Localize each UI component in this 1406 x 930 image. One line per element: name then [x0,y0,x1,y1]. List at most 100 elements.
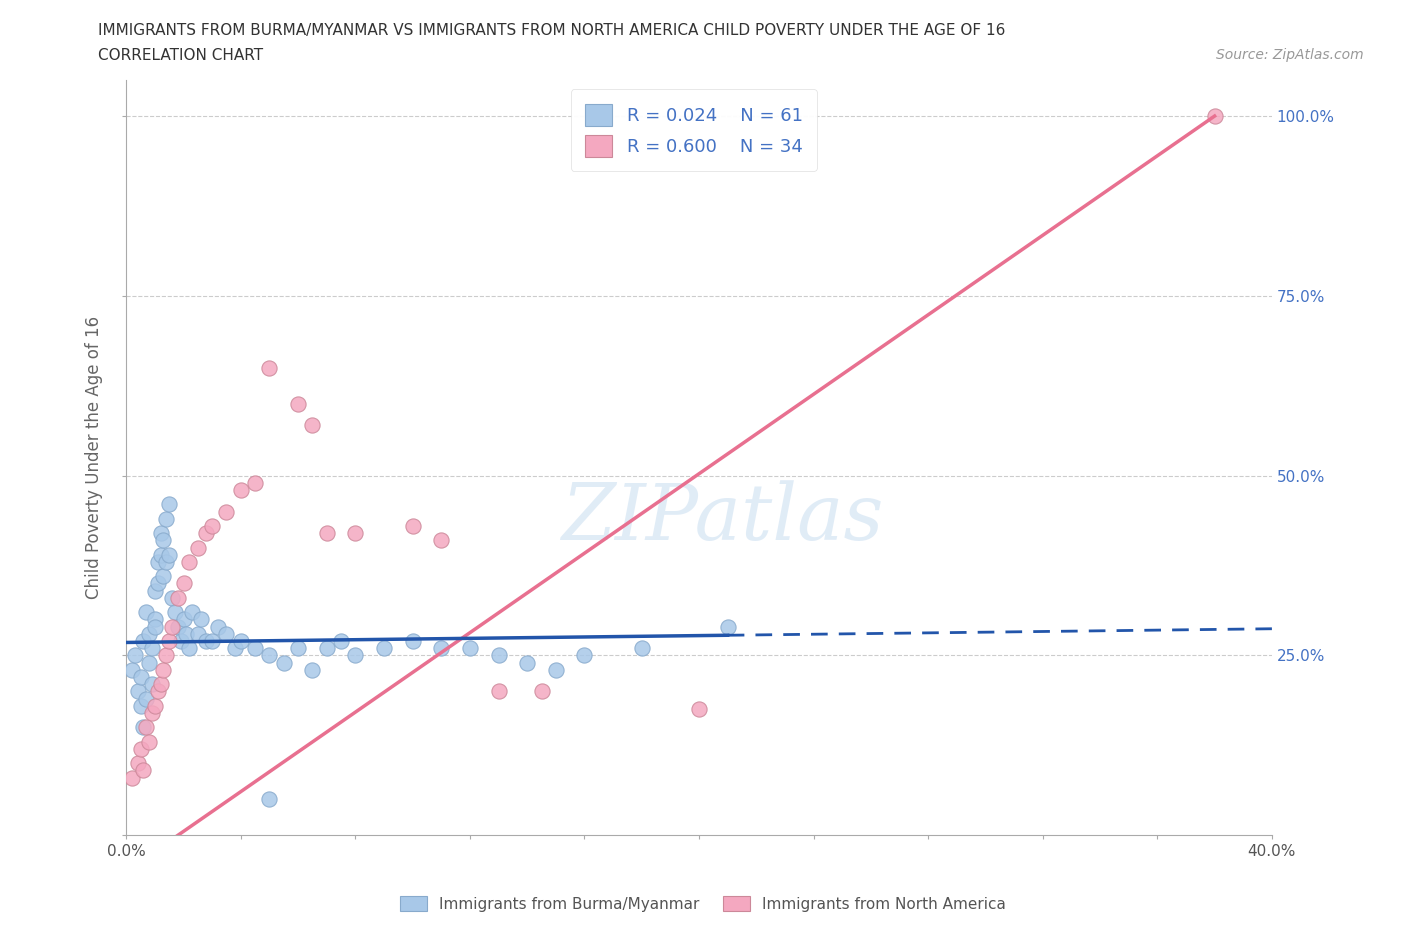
Point [124,648,146,663]
Point [273,655,295,670]
Point [488,684,510,698]
Point [152,569,174,584]
Point [160,619,183,634]
Point [149,547,172,562]
Point [315,641,337,656]
Point [121,662,143,677]
Point [187,540,209,555]
Point [301,662,323,677]
Point [173,612,195,627]
Point [215,504,238,519]
Point [169,633,191,648]
Text: CORRELATION CHART: CORRELATION CHART [98,48,263,63]
Text: ZIPatlas: ZIPatlas [561,480,883,556]
Point [187,627,209,642]
Point [287,396,309,411]
Point [179,554,201,569]
Point [215,627,238,642]
Point [149,677,172,692]
Point [516,655,538,670]
Point [152,662,174,677]
Point [146,684,169,698]
Point [229,483,252,498]
Point [1204,109,1226,124]
Point [166,619,188,634]
Point [344,648,367,663]
Point [430,533,453,548]
Point [157,633,180,648]
Point [330,633,353,648]
Point [129,741,152,756]
Point [259,360,281,375]
Point [138,655,160,670]
Text: IMMIGRANTS FROM BURMA/MYANMAR VS IMMIGRANTS FROM NORTH AMERICA CHILD POVERTY UND: IMMIGRANTS FROM BURMA/MYANMAR VS IMMIGRA… [98,23,1005,38]
Point [287,641,309,656]
Point [401,519,423,534]
Point [243,641,266,656]
Y-axis label: Child Poverty Under the Age of 16: Child Poverty Under the Age of 16 [86,316,103,599]
Point [135,691,157,706]
Point [160,591,183,605]
Point [315,525,337,540]
Point [155,554,177,569]
Point [717,619,740,634]
Point [229,633,252,648]
Point [157,497,180,512]
Point [149,525,172,540]
Point [544,662,567,677]
Point [129,698,152,713]
Point [135,604,157,619]
Point [201,633,224,648]
Point [301,418,323,432]
Legend: Immigrants from Burma/Myanmar, Immigrants from North America: Immigrants from Burma/Myanmar, Immigrant… [394,889,1012,918]
Point [157,547,180,562]
Point [173,576,195,591]
Point [181,604,204,619]
Point [143,698,166,713]
Point [630,641,652,656]
Point [132,720,155,735]
Point [179,641,201,656]
Point [430,641,453,656]
Point [143,619,166,634]
Point [141,641,163,656]
Point [201,519,224,534]
Point [166,591,188,605]
Point [190,612,212,627]
Point [530,684,553,698]
Point [458,641,481,656]
Point [195,525,218,540]
Point [243,475,266,490]
Point [574,648,596,663]
Point [195,633,218,648]
Point [143,583,166,598]
Point [132,633,155,648]
Point [155,512,177,526]
Point [127,684,149,698]
Point [146,554,169,569]
Point [259,648,281,663]
Point [207,619,229,634]
Point [488,648,510,663]
Point [224,641,246,656]
Point [259,791,281,806]
Point [146,576,169,591]
Point [127,756,149,771]
Point [373,641,395,656]
Point [344,525,367,540]
Point [129,670,152,684]
Point [132,763,155,777]
Point [138,735,160,750]
Point [138,627,160,642]
Point [141,706,163,721]
Text: Source: ZipAtlas.com: Source: ZipAtlas.com [1216,48,1364,62]
Point [143,612,166,627]
Point [401,633,423,648]
Point [163,604,186,619]
Point [135,720,157,735]
Point [141,677,163,692]
Point [121,770,143,785]
Point [155,648,177,663]
Point [176,627,198,642]
Point [152,533,174,548]
